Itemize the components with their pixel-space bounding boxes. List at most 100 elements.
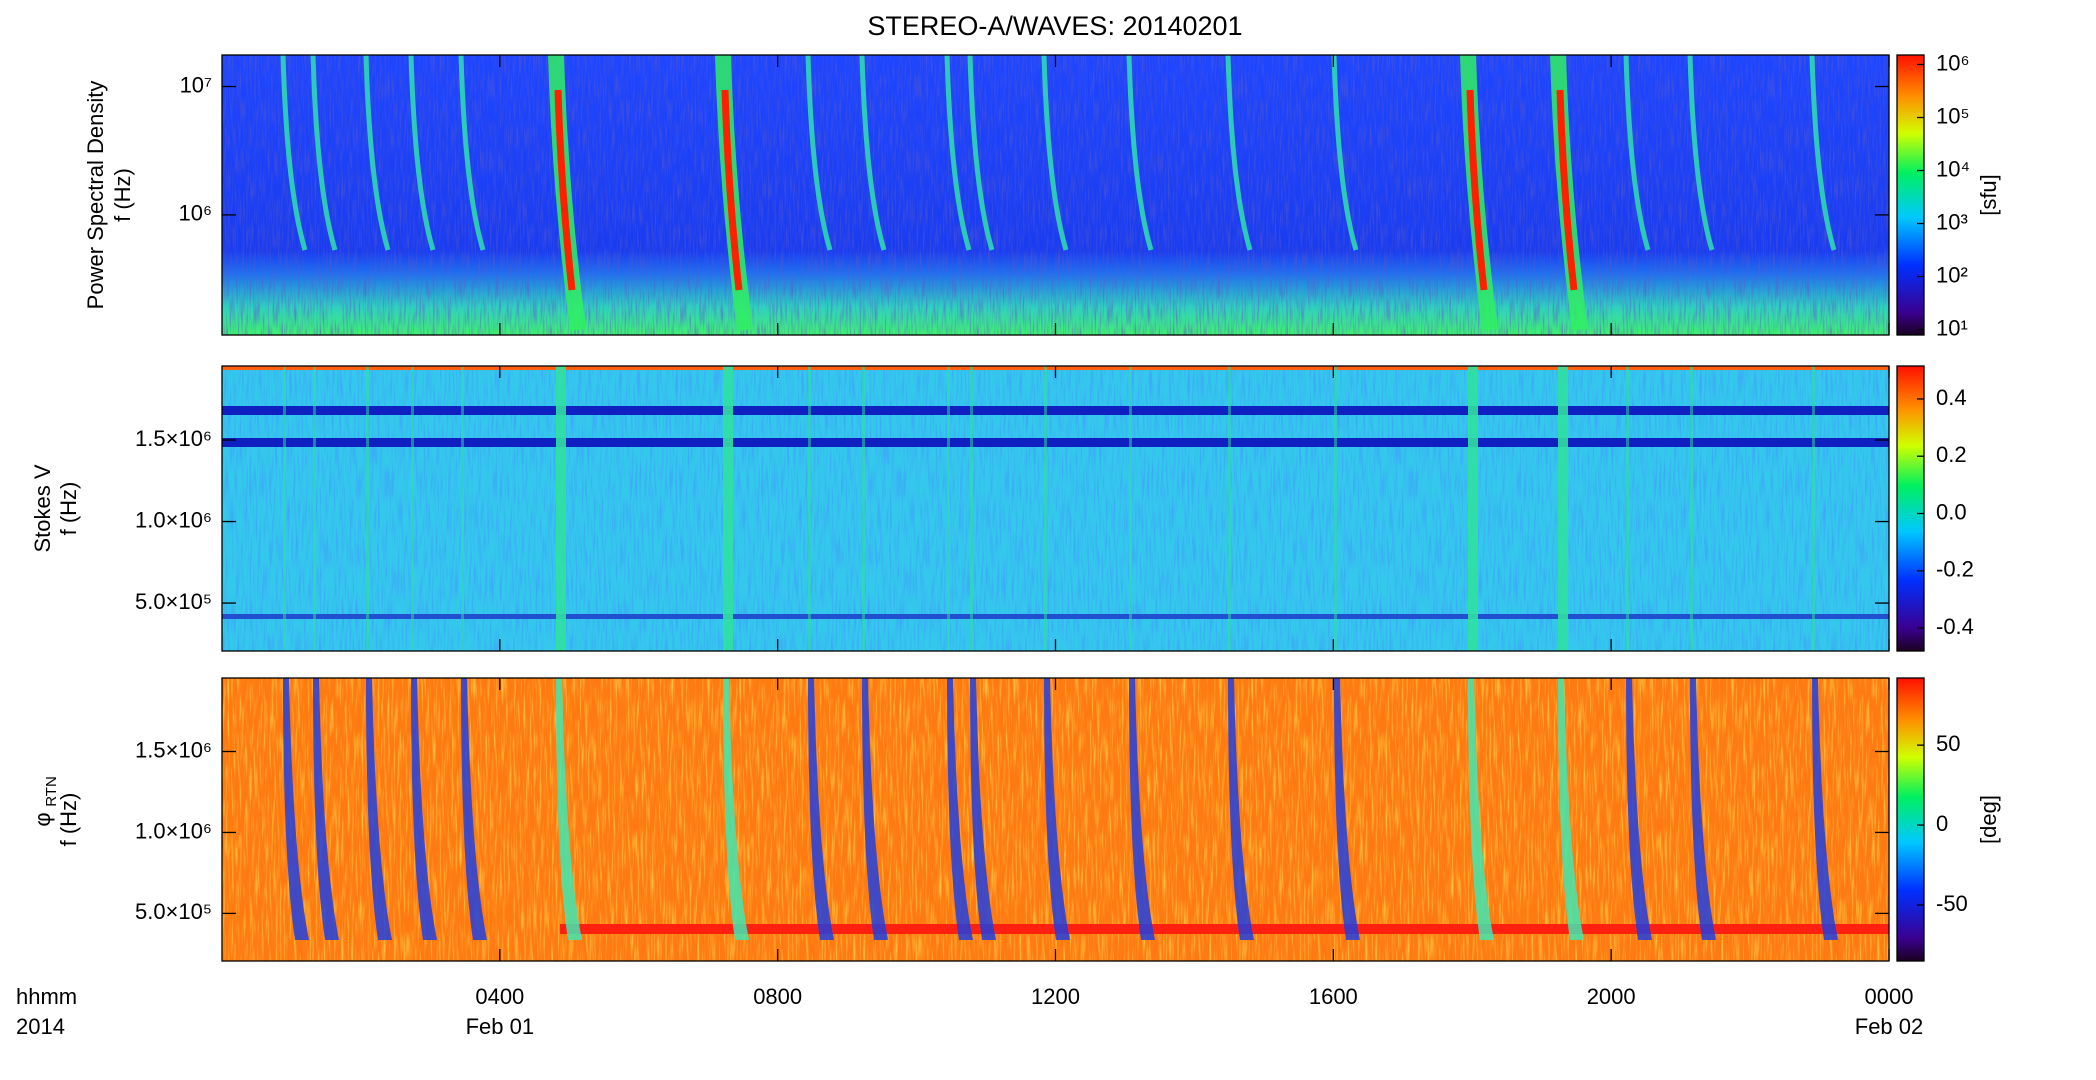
burst-band <box>556 678 582 940</box>
x-tick-label: 0000 <box>1865 984 1914 1009</box>
colorbar-tick-label: 10¹ <box>1936 315 1968 340</box>
burst-band <box>1626 678 1652 940</box>
burst-band <box>723 366 733 651</box>
colorbar <box>1896 677 1925 962</box>
burst-band <box>970 678 996 940</box>
burst-band <box>723 678 749 940</box>
spectrogram-phi <box>222 678 1889 961</box>
burst-band <box>862 366 865 651</box>
colorbar-tick-label: -0.4 <box>1936 614 1974 639</box>
burst-streak <box>1809 55 1837 251</box>
colorbar <box>1896 54 1925 336</box>
burst-band <box>1690 366 1693 651</box>
burst-band <box>366 678 392 940</box>
burst-band <box>947 678 973 940</box>
colorbar-tick-label: -50 <box>1936 891 1968 916</box>
colorbar-tick-label: 0.0 <box>1936 499 1967 524</box>
burst-band <box>283 366 286 651</box>
y-tick-label: 1.0×10⁶ <box>135 507 212 532</box>
burst-band <box>411 366 414 651</box>
burst-band <box>1468 366 1478 651</box>
burst-band <box>461 678 487 940</box>
colorbar-tick-label: -0.2 <box>1936 557 1974 582</box>
burst-core <box>554 89 576 291</box>
colorbar-tick-label: 10² <box>1936 262 1968 287</box>
colorbar-tick-label: 10⁴ <box>1936 156 1970 181</box>
burst-streak <box>1331 55 1359 251</box>
colorbar-tick-label: 0 <box>1936 811 1948 836</box>
burst-band <box>947 366 950 651</box>
x-axis-label: 2014 <box>16 1014 65 1039</box>
y-tick-label: 1.5×10⁶ <box>135 426 212 451</box>
spectrogram-psd <box>222 55 1889 335</box>
burst-band <box>556 366 566 651</box>
x-date-label: Feb 01 <box>466 1014 535 1039</box>
colorbar-tick-label: 10³ <box>1936 209 1968 234</box>
y-axis-label: φ <box>30 812 55 826</box>
y-axis-label-subscript: RTN <box>43 776 60 807</box>
colorbar-tick-label: 0.4 <box>1936 385 1967 410</box>
burst-band <box>1334 366 1337 651</box>
y-tick-label: 5.0×10⁵ <box>135 589 212 614</box>
burst-streak <box>310 55 338 251</box>
colorbar <box>1896 365 1925 652</box>
x-date-label: Feb 02 <box>1855 1014 1924 1039</box>
burst-band <box>970 366 973 651</box>
burst-band <box>1044 678 1070 940</box>
colorbar-label: [sfu] <box>1976 174 2001 216</box>
burst-band <box>1129 366 1132 651</box>
y-axis-label: f (Hz) <box>56 482 81 536</box>
burst-streak <box>1126 55 1154 251</box>
burst-streak <box>944 55 972 251</box>
burst-streak <box>280 55 308 251</box>
colorbar-tick-label: 0.2 <box>1936 442 1967 467</box>
burst-band <box>808 366 811 651</box>
colorbar-label: [deg] <box>1976 795 2001 844</box>
burst-streak <box>1623 55 1651 251</box>
y-axis-label: f (Hz) <box>56 793 81 847</box>
y-tick-label: 1.5×10⁶ <box>135 737 212 762</box>
burst-band <box>1044 366 1047 651</box>
y-axis-label: f (Hz) <box>110 168 135 222</box>
burst-band <box>313 366 316 651</box>
burst-band <box>1626 366 1629 651</box>
burst-band <box>862 678 888 940</box>
x-tick-label: 1200 <box>1031 984 1080 1009</box>
y-tick-label: 5.0×10⁵ <box>135 899 212 924</box>
burst-streak <box>967 55 995 251</box>
burst-band <box>1228 366 1231 651</box>
burst-band <box>808 678 834 940</box>
y-tick-label: 1.0×10⁶ <box>135 818 212 843</box>
chart-title: STEREO-A/WAVES: 20140201 <box>867 11 1242 41</box>
burst-band <box>1334 678 1360 940</box>
x-tick-label: 0400 <box>475 984 524 1009</box>
burst-streak <box>1687 55 1715 251</box>
burst-core <box>721 89 743 291</box>
burst-core <box>1466 89 1488 291</box>
burst-band <box>283 678 309 940</box>
burst-streak <box>458 55 486 251</box>
colorbar-tick-label: 50 <box>1936 731 1960 756</box>
colorbar-tick-label: 10⁶ <box>1936 50 1970 75</box>
burst-band <box>1690 678 1716 940</box>
burst-streak <box>363 55 391 251</box>
x-tick-label: 1600 <box>1309 984 1358 1009</box>
burst-band <box>313 678 339 940</box>
y-axis-label: Power Spectral Density <box>83 81 108 310</box>
x-axis-label: hhmm <box>16 984 77 1009</box>
burst-band <box>1812 366 1815 651</box>
burst-band <box>1468 678 1494 940</box>
y-tick-label: 10⁶ <box>178 201 212 226</box>
x-tick-label: 0800 <box>753 984 802 1009</box>
burst-streak <box>1041 55 1069 251</box>
burst-band <box>461 366 464 651</box>
burst-streak <box>859 55 887 251</box>
burst-band <box>1558 678 1584 940</box>
burst-streak <box>408 55 436 251</box>
burst-band <box>1228 678 1254 940</box>
burst-band <box>1129 678 1155 940</box>
y-axis-label: Stokes V <box>30 464 55 552</box>
burst-band <box>1812 678 1838 940</box>
y-tick-label: 10⁷ <box>180 72 212 97</box>
